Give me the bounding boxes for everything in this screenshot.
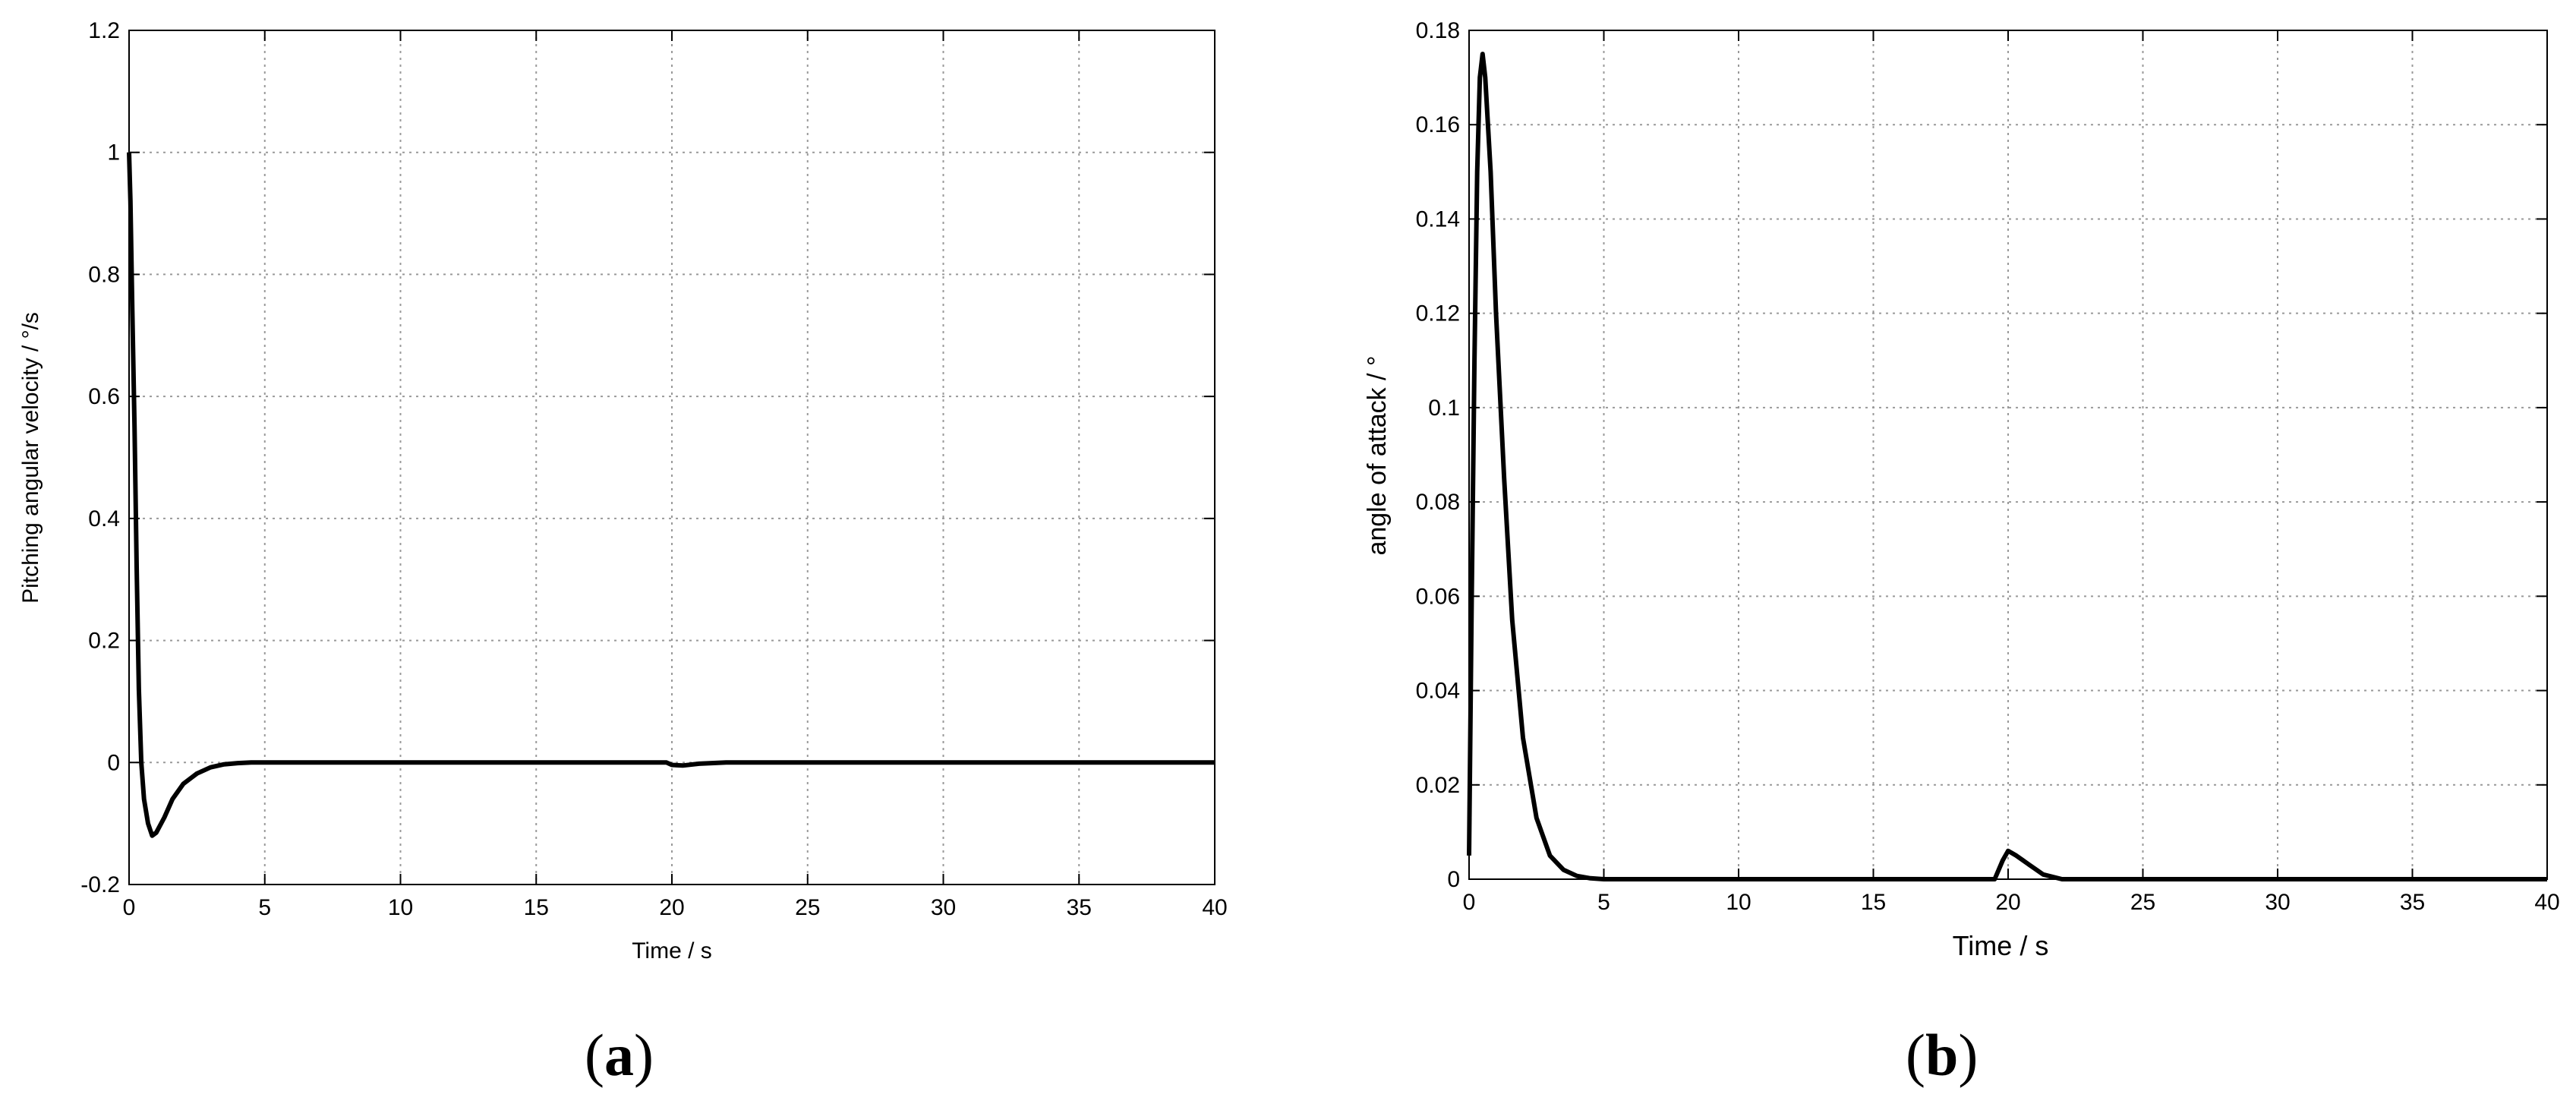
x-tick-label: 25 [795, 895, 820, 920]
y-tick-label: 0 [1447, 867, 1460, 892]
grid-b [1469, 30, 2547, 879]
x-ticks-a: 0 5 10 15 20 25 30 35 40 [123, 30, 1228, 920]
chart-a: 0 5 10 15 20 25 30 35 40 -0.200.20.40.60.811.2 T… [18, 18, 1228, 963]
x-tick-label: 30 [2265, 890, 2290, 915]
y-tick-label: 0.2 [88, 629, 120, 654]
series-line-b [1467, 52, 2547, 881]
x-tick-label: 30 [931, 895, 956, 920]
y-tick-label: 0.1 [1428, 396, 1460, 421]
y-axis-label-b: angle of attack / ° [1363, 355, 1392, 555]
y-tick-label: 1 [107, 140, 120, 166]
grid-a [129, 30, 1215, 885]
x-tick-label: 15 [1861, 890, 1886, 915]
y-tick-label: 0.06 [1416, 584, 1460, 609]
x-tick-label: 40 [1202, 895, 1227, 920]
y-ticks-a: -0.2 0 0.2 0.4 0.6 0.8 1 1.2 [80, 18, 1215, 897]
y-tick-label: -0.2 [80, 872, 120, 897]
x-tick-label: 15 [524, 895, 549, 920]
y-tick-label: 0.14 [1416, 207, 1460, 232]
x-axis-label-a: Time / s [632, 938, 712, 963]
y-tick-label: 1.2 [88, 18, 120, 43]
y-tick-label: 0.4 [88, 506, 120, 531]
x-axis-label-b: Time / s [1953, 930, 2049, 961]
y-tick-label: 0.6 [88, 384, 120, 409]
y-tick-label: 0.04 [1416, 679, 1460, 704]
x-tick-label: 20 [659, 895, 684, 920]
y-ticks-b: 0 0.02 0.04 0.06 0.08 0.1 0.12 0.14 0.16 0.18 [1416, 18, 2547, 892]
x-tick-label: 35 [1067, 895, 1092, 920]
chart-b: 0 5 10 15 20 25 30 35 40 0 0.02 0.04 0.06 0.08 0.1 0.1… [1363, 18, 2560, 961]
x-tick-label: 40 [2534, 890, 2559, 915]
x-tick-label: 0 [123, 895, 136, 920]
panel-label-b-letter: b [1925, 1022, 1959, 1088]
series-b [1467, 52, 2547, 881]
y-tick-label: 0.08 [1416, 490, 1460, 515]
x-tick-label: 10 [388, 895, 413, 920]
y-tick-label: 0 [107, 750, 120, 775]
x-tick-label: 5 [1597, 890, 1610, 915]
y-tick-label: 0.16 [1416, 112, 1460, 137]
series-line-a [127, 152, 1215, 838]
panel-label-b-close: ) [1958, 1022, 1979, 1088]
x-tick-label: 0 [1463, 890, 1476, 915]
x-tick-label: 20 [1995, 890, 2020, 915]
x-tick-label: 10 [1726, 890, 1751, 915]
y-tick-label: 0.18 [1416, 18, 1460, 43]
y-tick-label: 0.12 [1416, 301, 1460, 326]
panel-label-a: (a) [585, 1021, 654, 1090]
panel-label-a-open: ( [585, 1022, 604, 1088]
x-tick-label: 5 [258, 895, 271, 920]
panel-label-b-open: ( [1906, 1022, 1925, 1088]
panel-label-a-letter: a [604, 1022, 634, 1088]
y-axis-label-a: Pitching angular velocity / °/s [18, 312, 43, 604]
y-tick-label: 0.02 [1416, 773, 1460, 798]
y-tick-label: 0.8 [88, 262, 120, 287]
panel-label-a-close: ) [633, 1022, 654, 1088]
x-tick-label: 25 [2130, 890, 2155, 915]
x-tick-label: 35 [2400, 890, 2425, 915]
panel-label-b: (b) [1906, 1021, 1978, 1090]
series-a [127, 152, 1215, 838]
